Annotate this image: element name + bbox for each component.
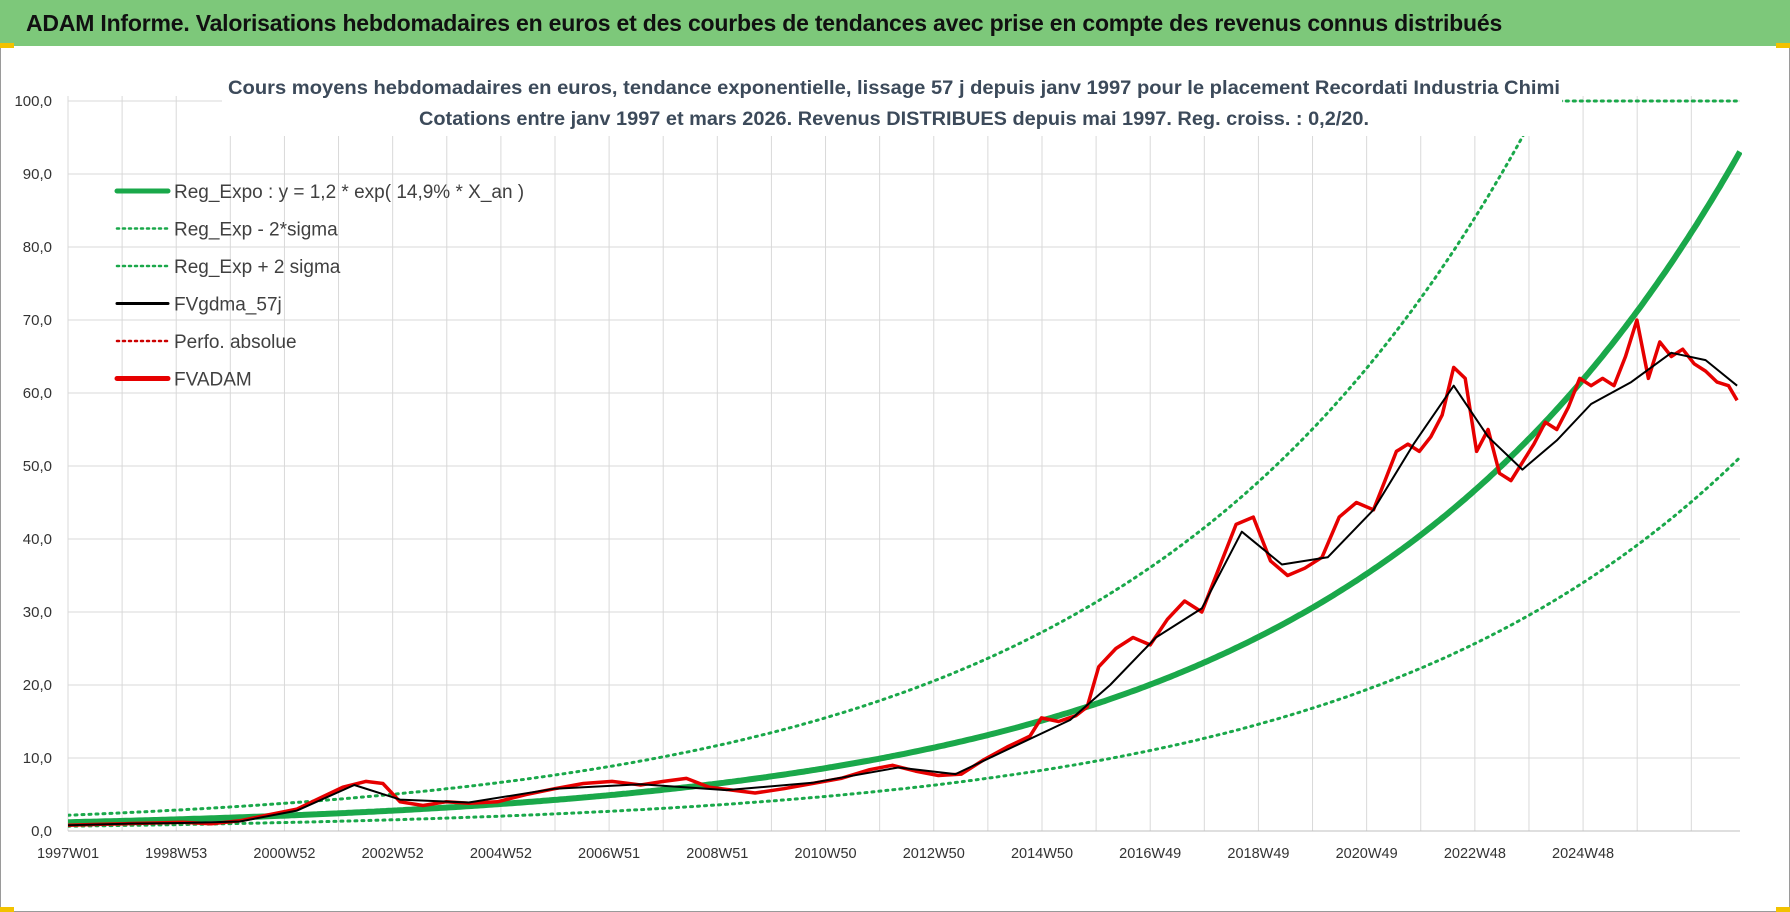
page-title: ADAM Informe. Valorisations hebdomadaire… <box>0 0 1790 46</box>
x-tick-label: 2018W49 <box>1227 846 1289 862</box>
x-tick-label: 2000W52 <box>253 846 315 862</box>
y-tick-label: 0,0 <box>31 823 52 840</box>
x-tick-label: 1998W53 <box>145 846 207 862</box>
legend-label: FVADAM <box>174 370 252 391</box>
y-tick-label: 50,0 <box>23 458 52 475</box>
y-tick-label: 40,0 <box>23 531 52 548</box>
chart-title-line-1: Cours moyens hebdomadaires en euros, ten… <box>228 78 1560 99</box>
legend: Reg_Expo : y = 1,2 * exp( 14,9% * X_an )… <box>114 182 524 391</box>
y-axis-ticks: 0,0 10,0 20,0 30,0 40,0 50,0 60,0 70,0 80,0 90,0 1… <box>14 93 52 840</box>
x-tick-label: 2006W51 <box>578 846 640 862</box>
series-line-reg-exp-minus-2-sigma <box>68 455 1742 828</box>
legend-label: Reg_Expo : y = 1,2 * exp( 14,9% * X_an ) <box>174 182 524 203</box>
legend-label: Perfo. absolue <box>174 332 297 353</box>
corner-marker-top-right <box>1776 43 1790 48</box>
series-line-reg-exp-plus-2-sigma <box>68 99 1545 817</box>
series-line-fvadam <box>68 318 1739 827</box>
title-background <box>222 66 1562 136</box>
x-tick-label: 2002W52 <box>362 846 424 862</box>
y-tick-label: 60,0 <box>23 385 52 402</box>
x-tick-label: 2016W49 <box>1119 846 1181 862</box>
legend-label: Reg_Exp + 2 sigma <box>174 257 341 278</box>
legend-label: Reg_Exp - 2*sigma <box>174 220 338 241</box>
x-axis-ticks: 1997W01 1998W53 2000W52 2002W52 2004W52 2006W… <box>37 846 1614 862</box>
corner-marker-bottom-right <box>1776 907 1790 912</box>
corner-marker-top-left <box>0 43 14 48</box>
x-tick-label: 2004W52 <box>470 846 532 862</box>
legend-label: FVgdma_57j <box>174 295 282 316</box>
x-tick-label: 2024W48 <box>1552 846 1614 862</box>
y-tick-label: 20,0 <box>23 677 52 694</box>
y-tick-label: 100,0 <box>14 93 52 110</box>
x-tick-label: 2010W50 <box>795 846 857 862</box>
y-tick-label: 80,0 <box>23 239 52 256</box>
grid <box>67 96 1740 832</box>
series <box>68 99 1742 828</box>
x-tick-label: 2008W51 <box>686 846 748 862</box>
y-tick-label: 70,0 <box>23 312 52 329</box>
x-tick-label: 2022W48 <box>1444 846 1506 862</box>
x-tick-label: 2014W50 <box>1011 846 1073 862</box>
series-line-fvgdma-57j <box>68 351 1738 827</box>
series-line-reg-expo <box>68 150 1742 826</box>
corner-marker-bottom-left <box>0 907 14 912</box>
y-tick-label: 90,0 <box>23 166 52 183</box>
x-tick-label: 2020W49 <box>1336 846 1398 862</box>
y-tick-label: 30,0 <box>23 604 52 621</box>
x-tick-label: 2012W50 <box>903 846 965 862</box>
x-tick-label: 1997W01 <box>37 846 99 862</box>
chart-title-line-2: Cotations entre janv 1997 et mars 2026. … <box>419 109 1369 130</box>
y-tick-label: 10,0 <box>23 750 52 767</box>
